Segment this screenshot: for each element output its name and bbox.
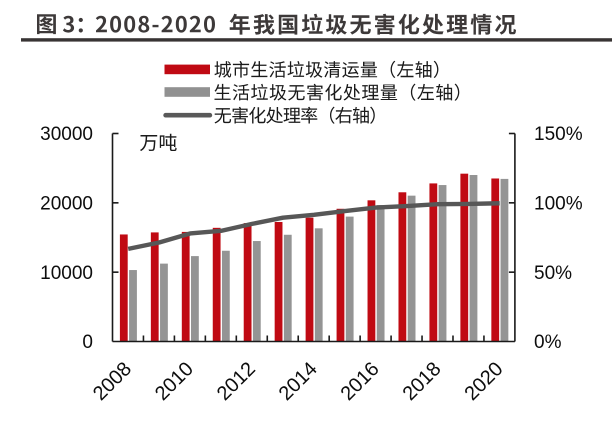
svg-text:30000: 30000 <box>40 124 93 145</box>
svg-text:0%: 0% <box>534 332 562 353</box>
svg-text:100%: 100% <box>534 193 583 214</box>
svg-text:50%: 50% <box>534 263 572 284</box>
svg-text:20000: 20000 <box>40 193 93 214</box>
svg-text:10000: 10000 <box>40 263 93 284</box>
svg-text:150%: 150% <box>534 124 583 145</box>
svg-text:0: 0 <box>82 332 93 353</box>
